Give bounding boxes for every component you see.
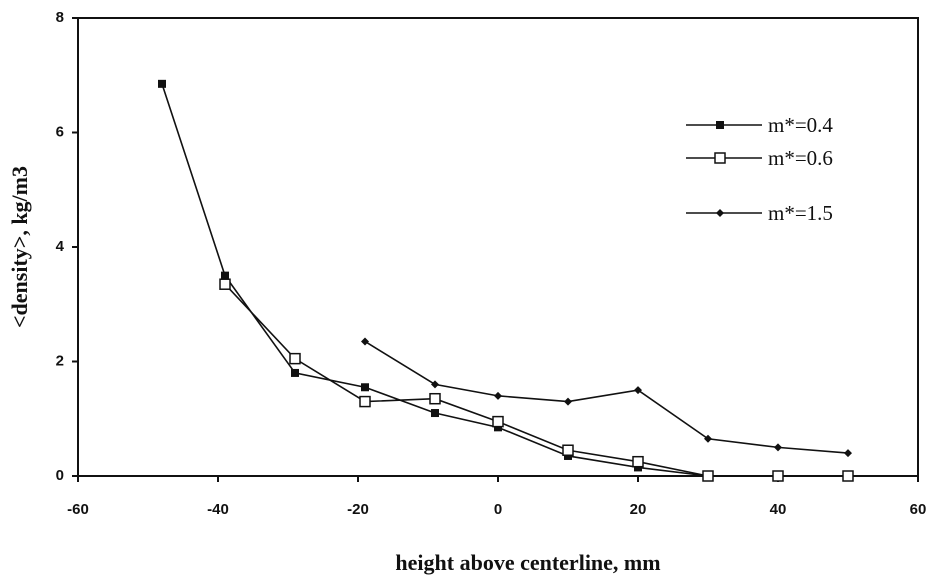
marker <box>716 209 724 217</box>
x-tick-label: 0 <box>494 501 502 518</box>
marker <box>632 455 644 468</box>
marker <box>359 395 371 408</box>
marker <box>431 380 439 389</box>
y-tick-label: 6 <box>56 123 64 140</box>
marker <box>714 152 726 164</box>
x-tick-label: 40 <box>770 501 787 518</box>
legend-label: m*=0.4 <box>768 113 833 137</box>
series-line <box>161 83 848 477</box>
marker <box>564 397 572 406</box>
marker <box>219 278 231 290</box>
y-tick-label: 4 <box>56 238 65 255</box>
marker <box>716 121 724 129</box>
x-tick-label: -20 <box>347 501 369 518</box>
marker <box>429 392 441 405</box>
x-tick-label: 20 <box>630 501 647 518</box>
marker <box>431 409 439 418</box>
legend-label: m*=0.6 <box>768 146 833 170</box>
y-tick-label: 0 <box>56 467 64 484</box>
x-tick-label: -40 <box>207 501 229 518</box>
series-line <box>224 283 848 477</box>
marker <box>842 470 854 482</box>
marker <box>291 368 299 377</box>
marker <box>562 444 574 456</box>
marker <box>704 434 712 443</box>
y-tick-label: 8 <box>56 9 64 26</box>
x-tick-label: 60 <box>910 501 927 518</box>
series-line <box>364 340 849 454</box>
marker <box>492 415 504 428</box>
y-axis-label: <density>, kg/m3 <box>7 166 32 328</box>
marker <box>772 470 784 482</box>
plot-frame <box>77 17 919 477</box>
marker <box>702 470 714 482</box>
marker <box>361 383 369 392</box>
marker <box>844 449 852 458</box>
y-tick-label: 2 <box>56 352 64 369</box>
x-tick-label: -60 <box>67 501 89 518</box>
marker <box>289 352 301 365</box>
legend-label: m*=1.5 <box>768 201 833 225</box>
marker <box>221 271 229 280</box>
marker <box>158 79 166 88</box>
x-axis-label: height above centerline, mm <box>395 550 660 575</box>
marker <box>361 337 369 346</box>
marker <box>634 386 642 395</box>
marker <box>774 443 782 452</box>
marker <box>494 391 502 400</box>
